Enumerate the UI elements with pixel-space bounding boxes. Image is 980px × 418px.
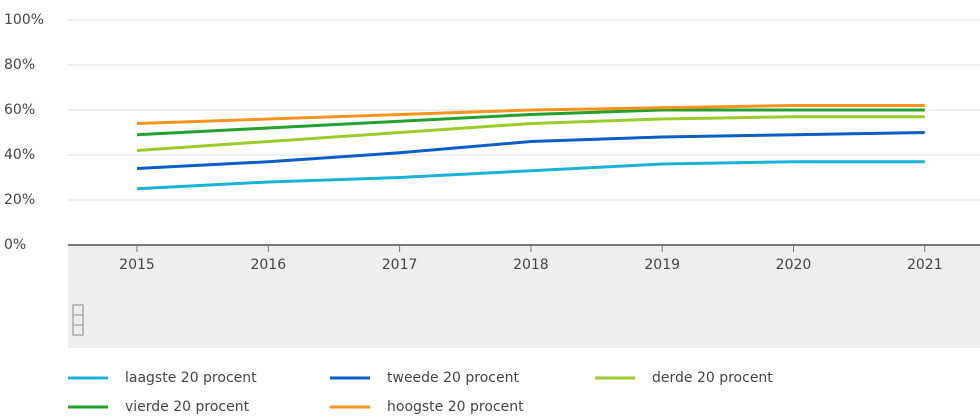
legend-label: laagste 20 procent (125, 370, 257, 386)
series-line (136, 108, 925, 137)
x-tick-label: 2016 (250, 257, 286, 273)
x-tick-label: 2015 (119, 257, 155, 273)
series-line (136, 115, 925, 152)
y-tick-label: 100% (4, 12, 44, 28)
series-line (136, 131, 925, 170)
y-tick-label: 80% (4, 57, 35, 73)
legend-label: tweede 20 procent (387, 370, 519, 386)
y-tick-label: 40% (4, 147, 35, 163)
logo (72, 304, 84, 336)
legend-label: hoogste 20 procent (387, 399, 524, 415)
x-tick-label: 2018 (513, 257, 549, 273)
x-axis-band (68, 245, 980, 348)
y-tick-label: 60% (4, 102, 35, 118)
x-tick-label: 2021 (907, 257, 943, 273)
y-tick-label: 20% (4, 192, 35, 208)
legend-label: derde 20 procent (652, 370, 773, 386)
series-line (136, 104, 925, 125)
legend-label: vierde 20 procent (125, 399, 250, 415)
series-line (136, 160, 925, 191)
y-tick-label: 0% (4, 237, 26, 253)
x-tick-label: 2017 (382, 257, 418, 273)
x-tick-label: 2020 (776, 257, 812, 273)
x-tick-label: 2019 (644, 257, 680, 273)
